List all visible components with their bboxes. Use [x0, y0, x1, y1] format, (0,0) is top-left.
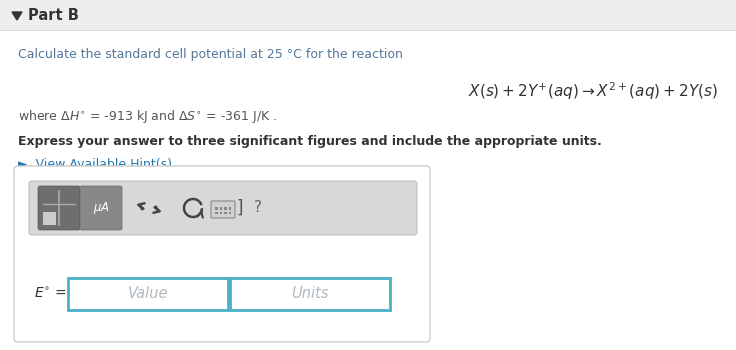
Text: Part B: Part B	[28, 8, 79, 23]
FancyBboxPatch shape	[215, 211, 218, 214]
Text: ►  View Available Hint(s): ► View Available Hint(s)	[18, 158, 172, 171]
FancyBboxPatch shape	[219, 207, 222, 210]
FancyBboxPatch shape	[228, 211, 231, 214]
FancyBboxPatch shape	[38, 186, 80, 230]
Text: Calculate the standard cell potential at 25 °C for the reaction: Calculate the standard cell potential at…	[18, 48, 403, 61]
FancyBboxPatch shape	[14, 166, 430, 342]
FancyBboxPatch shape	[215, 207, 218, 210]
Text: Units: Units	[291, 287, 329, 301]
Text: $\mathit{X}(\mathit{s}) + 2\mathit{Y}^{+}(\mathit{aq}) \rightarrow \mathit{X}^{2: $\mathit{X}(\mathit{s}) + 2\mathit{Y}^{+…	[468, 80, 718, 102]
Polygon shape	[12, 12, 22, 20]
FancyBboxPatch shape	[0, 0, 736, 30]
FancyBboxPatch shape	[224, 207, 227, 210]
FancyBboxPatch shape	[43, 212, 56, 225]
Text: ?: ?	[254, 201, 262, 216]
Bar	[230, 278, 390, 310]
Text: Express your answer to three significant figures and include the appropriate uni: Express your answer to three significant…	[18, 135, 602, 148]
FancyBboxPatch shape	[219, 211, 222, 214]
Text: ]: ]	[237, 199, 244, 217]
Text: $\mu A$: $\mu A$	[93, 200, 110, 216]
FancyBboxPatch shape	[0, 30, 736, 350]
Bar	[68, 278, 228, 310]
FancyBboxPatch shape	[29, 181, 417, 235]
Text: $E^{\circ}$ =: $E^{\circ}$ =	[34, 287, 67, 301]
FancyBboxPatch shape	[224, 211, 227, 214]
Text: Value: Value	[128, 287, 169, 301]
Text: where $\Delta H^{\circ}$ = -913 kJ and $\Delta S^{\circ}$ = -361 J/K .: where $\Delta H^{\circ}$ = -913 kJ and $…	[18, 108, 277, 125]
FancyBboxPatch shape	[80, 186, 122, 230]
FancyBboxPatch shape	[228, 207, 231, 210]
FancyBboxPatch shape	[211, 201, 235, 218]
